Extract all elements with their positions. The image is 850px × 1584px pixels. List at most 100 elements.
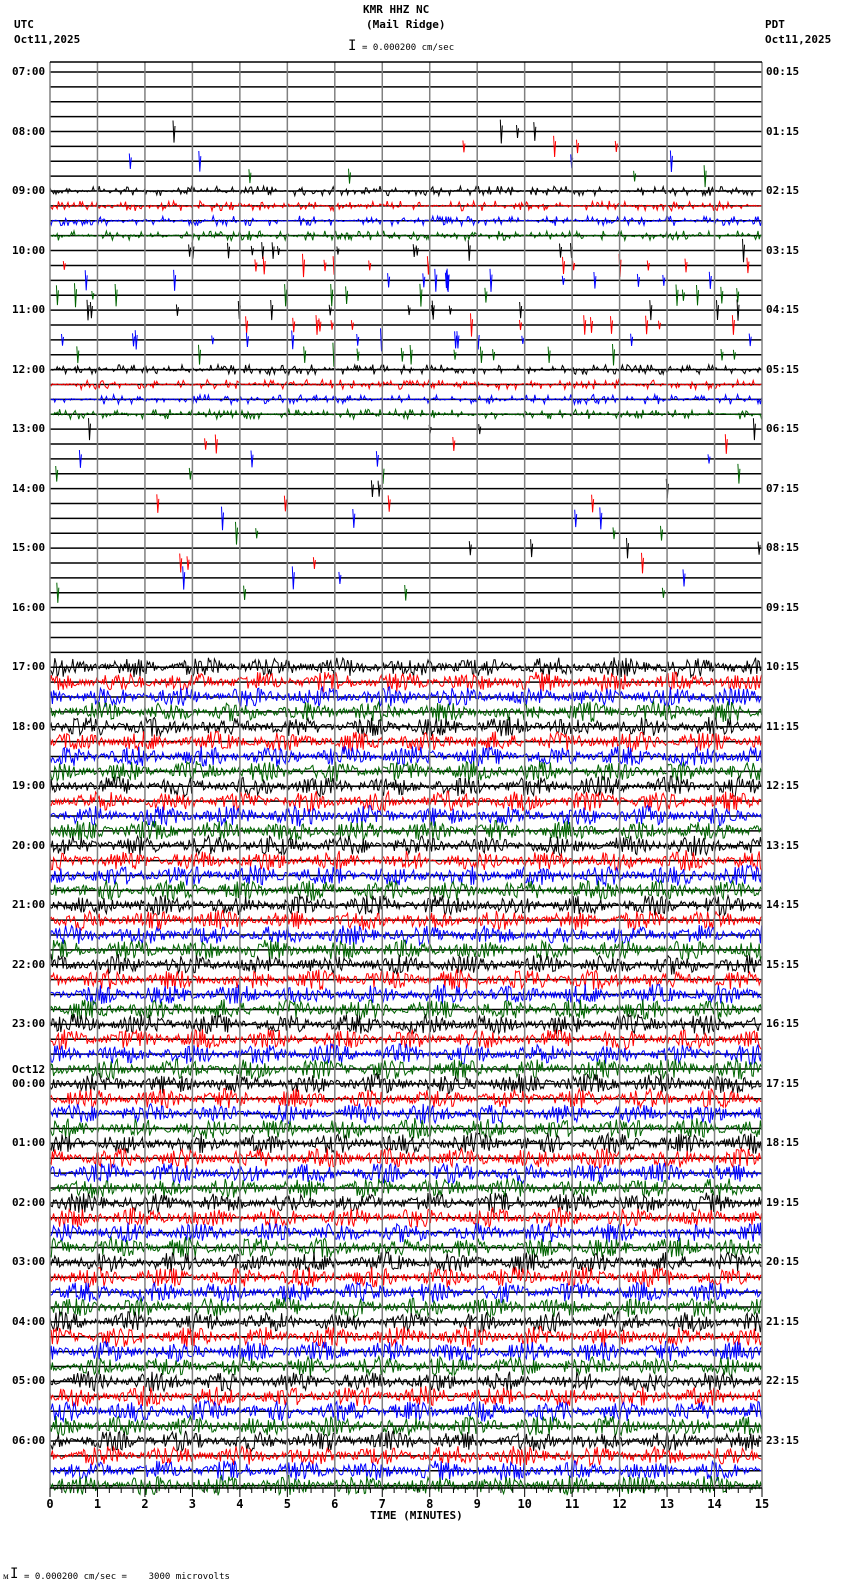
- trace: [49, 199, 762, 213]
- trace: [49, 893, 763, 918]
- trace: [49, 1385, 762, 1409]
- hour-label: 23:15: [766, 1433, 800, 1447]
- right-timezone: PDT: [765, 18, 785, 31]
- hour-label: 14:15: [766, 898, 800, 912]
- trace: [76, 342, 736, 367]
- hour-label: 21:00: [12, 898, 46, 912]
- hour-label: 03:00: [12, 1255, 46, 1269]
- trace: [55, 283, 740, 308]
- x-tick-label: 13: [660, 1497, 674, 1511]
- trace: [49, 864, 763, 888]
- footer-scale-icon: ᴍ: [3, 1572, 9, 1582]
- trace: [49, 1354, 763, 1377]
- trace: [49, 1192, 763, 1215]
- trace: [49, 1297, 763, 1319]
- trace: [49, 1340, 762, 1363]
- hour-label: 18:00: [12, 719, 46, 733]
- trace: [49, 999, 763, 1020]
- trace: [156, 494, 595, 513]
- hour-label: 04:15: [766, 303, 800, 317]
- trace: [49, 1146, 762, 1170]
- hour-label: 01:00: [12, 1136, 46, 1150]
- x-tick-label: 9: [474, 1497, 481, 1511]
- hour-label: 09:00: [12, 184, 46, 198]
- hour-label: 23:00: [12, 1017, 46, 1031]
- trace: [49, 1102, 763, 1125]
- hour-label: 10:00: [12, 243, 46, 257]
- trace: [49, 228, 762, 243]
- trace: [49, 909, 762, 932]
- trace: [49, 1266, 762, 1289]
- hour-label: 02:00: [12, 1195, 46, 1209]
- trace: [172, 119, 537, 144]
- trace: [49, 967, 762, 991]
- footer-scale-text: = 0.000200 cm/sec = 3000 microvolts: [24, 1572, 230, 1582]
- trace: [49, 1072, 762, 1095]
- hour-label: 00:00: [12, 1076, 46, 1090]
- hour-label: 03:15: [766, 243, 800, 257]
- trace: [49, 1087, 762, 1110]
- trace: [49, 392, 763, 407]
- hour-label: 13:00: [12, 422, 46, 436]
- trace: [204, 434, 728, 454]
- trace: [49, 656, 763, 679]
- trace: [49, 939, 763, 961]
- hour-label: 16:15: [766, 1017, 800, 1031]
- station-title: KMR HHZ NC: [363, 3, 430, 16]
- trace: [49, 1162, 762, 1186]
- hour-label: 12:00: [12, 362, 46, 376]
- trace: [49, 1131, 763, 1156]
- hour-label: 13:15: [766, 838, 800, 852]
- hour-label: 10:15: [766, 660, 800, 674]
- hour-label: 04:00: [12, 1314, 46, 1328]
- trace: [235, 521, 663, 545]
- x-tick-label: 6: [331, 1497, 338, 1511]
- trace: [84, 268, 712, 293]
- trace: [49, 1281, 762, 1304]
- hour-label: 07:00: [12, 65, 46, 78]
- hour-label: 15:15: [766, 957, 800, 971]
- trace: [49, 1042, 763, 1066]
- x-tick-label: 11: [565, 1497, 579, 1511]
- hour-label: 05:15: [766, 362, 800, 376]
- trace: [49, 1206, 763, 1229]
- trace: [49, 377, 762, 392]
- trace: [49, 1057, 763, 1081]
- trace: [49, 1325, 763, 1349]
- trace: [61, 328, 752, 352]
- trace: [49, 834, 763, 857]
- trace: [49, 1399, 763, 1424]
- trace: [49, 1013, 762, 1036]
- trace: [49, 1459, 762, 1482]
- trace: [179, 552, 644, 574]
- x-tick-label: 10: [517, 1497, 531, 1511]
- right-date: Oct11,2025: [765, 33, 832, 46]
- trace: [49, 184, 762, 198]
- x-tick-label: 7: [379, 1497, 386, 1511]
- trace: [462, 135, 618, 158]
- x-tick-label: 1: [94, 1497, 101, 1511]
- x-tick-label: 15: [755, 1497, 769, 1511]
- scale-bar-icon: I: [348, 38, 357, 54]
- hour-label: 06:00: [12, 1433, 46, 1447]
- hour-label: 01:15: [766, 124, 800, 138]
- trace: [78, 449, 711, 468]
- x-tick-label: 14: [707, 1497, 721, 1511]
- hour-label: 08:15: [766, 541, 800, 555]
- hour-label: 12:15: [766, 779, 800, 793]
- trace: [49, 760, 763, 783]
- trace: [49, 878, 763, 902]
- hour-label: 17:00: [12, 660, 46, 674]
- hour-label: 06:15: [766, 422, 800, 436]
- hour-label: 05:00: [12, 1374, 46, 1388]
- left-timezone: UTC: [14, 18, 34, 31]
- trace: [49, 1430, 763, 1453]
- hour-label: 22:15: [766, 1374, 800, 1388]
- trace: [49, 1221, 763, 1243]
- trace: [49, 819, 763, 841]
- hour-label: 17:15: [766, 1076, 800, 1090]
- trace: [49, 362, 762, 377]
- scale-text: = 0.000200 cm/sec: [362, 43, 455, 53]
- station-location: (Mail Ridge): [366, 18, 446, 31]
- hour-label: 00:15: [766, 65, 800, 78]
